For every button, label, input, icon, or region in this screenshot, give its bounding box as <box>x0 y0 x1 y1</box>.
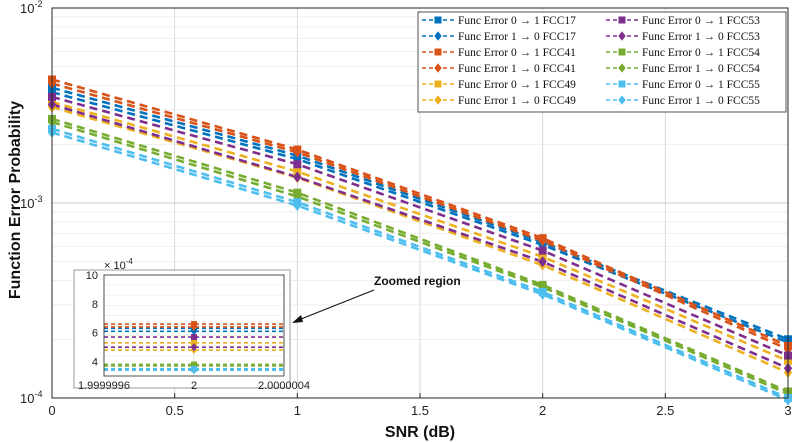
series-line <box>51 90 789 344</box>
inset-plot-frame <box>103 274 285 377</box>
y-axis-ticks: 10-2 10-3 10-4 <box>20 0 42 406</box>
data-point <box>293 167 302 176</box>
x-tick-label: 0.5 <box>166 403 184 418</box>
x-axis-label: SNR (dB) <box>385 424 455 441</box>
zoomed-inset: 1.9999996 2 2.0000004 4 6 8 10 × 10-4 <box>73 257 310 392</box>
series-lines <box>51 78 789 402</box>
inset-data-point <box>191 339 197 346</box>
x-tick-label: 1.5 <box>411 403 429 418</box>
inset-data-point <box>190 366 198 375</box>
legend-marker <box>618 16 626 24</box>
inset-y-tick-label: 8 <box>92 299 98 311</box>
inset-y-tick-label: 10 <box>86 270 98 282</box>
legend-label: Func Error 1 → 0 FCC17 <box>458 31 576 43</box>
series-line <box>51 100 789 363</box>
data-point <box>538 256 547 268</box>
x-tick-label: 1 <box>294 403 301 418</box>
data-point <box>293 191 302 202</box>
y-tick-label: 10-2 <box>20 0 42 16</box>
data-point <box>293 146 302 158</box>
annotation-arrowhead <box>292 315 303 323</box>
x-axis-ticks: 0 0.5 1 1.5 2 2.5 3 <box>48 393 792 418</box>
legend-marker <box>434 16 442 24</box>
data-point <box>293 160 302 169</box>
legend: Func Error 0 → 1 FCC17 Func Error 1 → 0 F… <box>417 11 787 113</box>
inset-data-point <box>190 322 198 331</box>
legend-label: Func Error 1 → 0 FCC53 <box>642 31 760 43</box>
legend-label: Func Error 1 → 0 FCC41 <box>458 63 576 75</box>
zoom-annotation: Zoomed region <box>292 274 461 323</box>
inset-data-point <box>191 334 197 341</box>
legend-marker <box>618 48 626 56</box>
series-line <box>51 120 789 396</box>
series-line <box>51 117 789 393</box>
legend-label: Func Error 0 → 1 FCC54 <box>642 47 760 59</box>
legend-marker <box>434 48 442 56</box>
legend-marker <box>618 63 626 73</box>
data-point <box>293 171 302 183</box>
inset-x-tick-label: 2.0000004 <box>258 380 310 392</box>
y-tick-label: 10-3 <box>20 194 42 211</box>
legend-marker <box>434 80 442 88</box>
inset-y-multiplier: × 10-4 <box>104 257 133 272</box>
legend-marker <box>618 31 626 41</box>
legend-label: Func Error 0 → 1 FCC17 <box>458 15 576 27</box>
y-axis-label: Function Error Probability <box>7 101 24 299</box>
series-line <box>51 86 789 341</box>
data-point <box>538 288 547 300</box>
legend-marker <box>618 80 626 88</box>
inset-data-point <box>190 343 198 352</box>
legend-marker <box>434 63 442 73</box>
x-tick-label: 0 <box>48 403 55 418</box>
x-tick-label: 2 <box>539 403 546 418</box>
data-point <box>538 235 547 247</box>
inset-markers <box>190 321 198 375</box>
legend-label: Func Error 1 → 0 FCC49 <box>458 95 576 107</box>
series-line <box>51 127 789 400</box>
inset-y-tick-label: 6 <box>92 328 98 340</box>
inset-y-tick-label: 4 <box>92 357 98 369</box>
x-tick-label: 3 <box>784 403 791 418</box>
inset-ticks: 1.9999996 2 2.0000004 4 6 8 10 <box>78 270 310 392</box>
y-tick-label: 10-4 <box>20 389 42 406</box>
legend-marker <box>434 31 442 41</box>
data-point <box>538 246 547 255</box>
annotation-label: Zoomed region <box>374 274 461 288</box>
legend-label: Func Error 0 → 1 FCC55 <box>642 79 760 91</box>
legend-marker <box>434 95 442 105</box>
annotation-arrow-line <box>295 289 375 322</box>
series-line <box>51 95 789 357</box>
inset-lines <box>104 323 284 372</box>
inset-data-point <box>190 327 198 336</box>
legend-label: Func Error 0 → 1 FCC53 <box>642 15 760 27</box>
x-tick-label: 2.5 <box>656 403 674 418</box>
legend-label: Func Error 1 → 0 FCC54 <box>642 63 760 75</box>
legend-label: Func Error 0 → 1 FCC49 <box>458 79 576 91</box>
data-point <box>293 200 302 211</box>
legend-label: Func Error 1 → 0 FCC55 <box>642 95 760 107</box>
series-line <box>51 131 789 402</box>
inset-x-tick-label: 1.9999996 <box>78 380 130 392</box>
legend-box <box>417 11 787 113</box>
inset-x-tick-label: 2 <box>191 380 197 392</box>
legend-marker <box>618 95 626 105</box>
legend-label: Func Error 0 → 1 FCC41 <box>458 47 576 59</box>
data-point <box>783 394 793 406</box>
